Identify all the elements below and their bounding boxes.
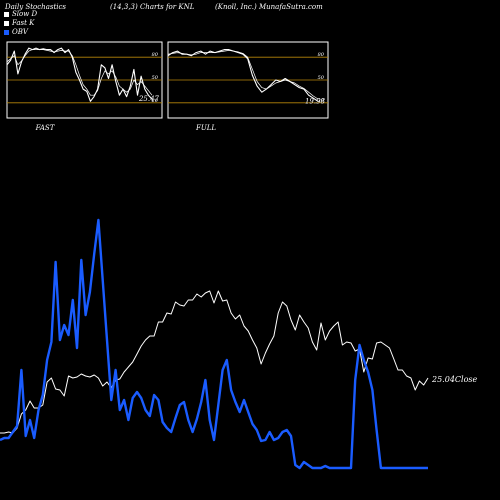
fast-level-label-50: 50 [152,75,159,81]
legend-swatch-slow-d [4,12,9,17]
fast-series-fast-k [6,47,153,102]
fast-level-label-80: 80 [152,52,159,58]
legend-swatch-fast-k [4,21,9,26]
fast-series-slow-d [6,49,153,96]
close-price-line [0,290,429,434]
chart-title-right: (Knoll, Inc.) MunafaSutra.com [215,3,323,11]
legend-label-obv: OBV [12,28,28,36]
fast-last-value-label: 25.47 [138,95,160,103]
full-level-label-80: 80 [318,52,325,58]
full-panel-title: FULL [195,124,216,132]
chart-title-mid: (14,3,3) Charts for KNL [110,3,195,11]
legend-label-fast-k: Fast K [12,19,35,27]
full-last-value-label: 19.98 [305,97,326,105]
full-level-label-20: 20 [317,98,325,104]
obv-line [0,218,428,470]
legend-label-slow-d: Slow D [12,10,38,18]
full-series-slow-d [167,50,319,100]
close-value-label: 25.04Close [431,375,478,384]
full-level-label-50: 50 [318,75,325,81]
legend-swatch-obv [4,30,9,35]
fast-panel-title: FAST [35,124,56,132]
fast-level-label-20: 20 [151,98,159,104]
chart-title-left: Daily Stochastics [5,3,67,11]
